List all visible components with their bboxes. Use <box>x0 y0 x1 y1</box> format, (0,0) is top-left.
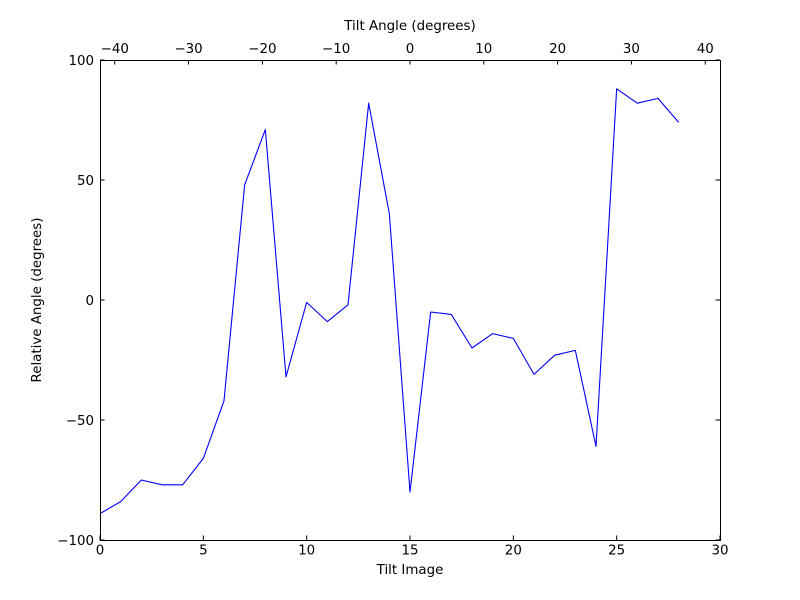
y-axis-label: Relative Angle (degrees) <box>30 218 45 383</box>
plot-frame <box>100 60 721 541</box>
bottom-tick-label: 5 <box>199 544 208 559</box>
top-tick-label: 20 <box>549 42 566 57</box>
bottom-tick-label: 0 <box>96 544 105 559</box>
left-tick-label: −100 <box>57 534 94 549</box>
bottom-tick-label: 15 <box>401 544 418 559</box>
bottom-tick-label: 20 <box>505 544 522 559</box>
series-layer <box>99 88 680 515</box>
left-tick-label: 100 <box>68 54 94 69</box>
bottom-tick-label: 10 <box>298 544 315 559</box>
bottom-tick-label: 30 <box>711 544 728 559</box>
left-tick-label: −50 <box>66 414 94 429</box>
tick-layer: 0 5 10 15 20 25 30−40 −30 −20 −10 0 10 20 30 40−100−50… <box>57 42 728 559</box>
top-tick-label: −40 <box>101 42 129 57</box>
left-tick-label: 50 <box>77 174 94 189</box>
top-tick-label: 40 <box>697 42 714 57</box>
x-axis-label: Tilt Image <box>376 563 444 578</box>
top-axis-label: Tilt Angle (degrees) <box>343 19 475 34</box>
top-tick-label: −10 <box>322 42 350 57</box>
left-tick-label: 0 <box>85 294 94 309</box>
top-tick-label: 10 <box>475 42 492 57</box>
top-tick-label: 30 <box>623 42 640 57</box>
data-line <box>99 88 680 515</box>
top-tick-label: −30 <box>174 42 202 57</box>
bottom-tick-label: 25 <box>608 544 625 559</box>
top-tick-label: 0 <box>406 42 415 57</box>
top-tick-label: −20 <box>248 42 276 57</box>
